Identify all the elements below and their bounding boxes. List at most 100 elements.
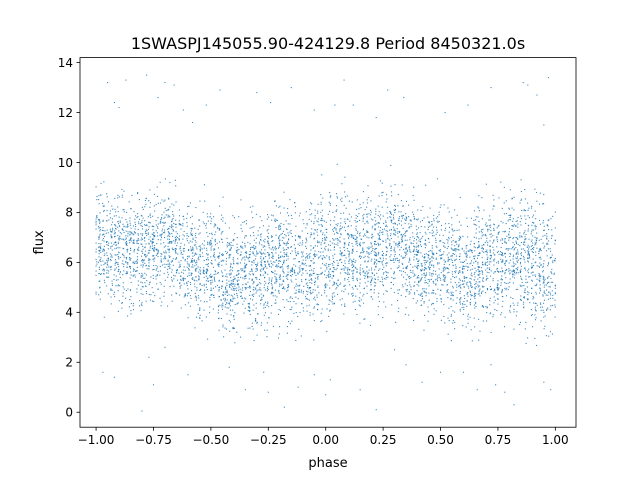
data-point — [213, 296, 215, 299]
data-point — [171, 203, 173, 205]
data-point — [156, 195, 158, 198]
data-point — [408, 314, 410, 316]
data-point — [377, 306, 379, 308]
data-point — [489, 250, 491, 252]
data-point — [293, 264, 295, 266]
data-point — [551, 333, 553, 335]
data-point — [313, 232, 315, 234]
data-point — [257, 262, 259, 264]
data-point — [381, 206, 383, 208]
data-point — [159, 265, 161, 268]
data-point — [423, 269, 425, 271]
data-point — [531, 224, 533, 226]
data-point — [290, 296, 292, 298]
data-point — [351, 261, 353, 263]
data-point — [410, 276, 412, 279]
data-point — [340, 212, 342, 214]
data-point — [309, 255, 311, 257]
data-point — [118, 239, 120, 241]
data-point — [436, 220, 438, 222]
data-point — [180, 242, 182, 244]
data-point — [132, 233, 134, 235]
data-point — [370, 276, 372, 278]
data-point — [275, 299, 277, 301]
data-point — [515, 288, 517, 291]
data-point — [300, 291, 302, 293]
data-point — [393, 259, 395, 261]
data-point — [102, 220, 104, 222]
data-point — [271, 219, 273, 221]
data-point — [99, 235, 101, 237]
data-point — [427, 216, 429, 218]
data-point — [165, 252, 167, 254]
data-point — [295, 339, 297, 341]
data-point — [393, 250, 395, 252]
data-point — [424, 239, 427, 242]
data-point — [268, 225, 270, 227]
data-point — [367, 256, 369, 258]
data-point — [549, 250, 552, 252]
data-point — [374, 223, 376, 225]
data-point — [240, 199, 242, 201]
data-point — [524, 261, 526, 263]
data-point — [232, 267, 234, 269]
data-point — [244, 265, 246, 268]
data-point — [385, 276, 387, 279]
data-point — [316, 303, 318, 305]
data-point — [132, 225, 134, 227]
data-point — [328, 265, 330, 267]
data-point — [255, 288, 257, 290]
data-point — [356, 232, 358, 234]
data-point — [356, 288, 358, 290]
data-point — [466, 293, 468, 295]
data-point — [196, 289, 198, 291]
data-point — [322, 263, 324, 265]
data-point — [351, 248, 353, 251]
data-point — [270, 280, 273, 282]
data-point — [291, 268, 294, 270]
data-point — [299, 270, 301, 272]
data-point — [424, 267, 426, 269]
data-point — [390, 229, 392, 231]
data-point — [494, 258, 496, 260]
data-point — [107, 276, 109, 278]
data-point — [420, 263, 422, 265]
data-point — [446, 254, 448, 256]
data-point — [504, 263, 506, 265]
data-point — [154, 244, 156, 247]
data-point — [478, 231, 480, 233]
data-point — [539, 192, 541, 194]
data-point — [236, 294, 238, 296]
data-point — [197, 275, 200, 277]
data-point — [359, 244, 361, 246]
data-point — [481, 235, 483, 237]
data-point — [372, 225, 374, 227]
data-point — [278, 257, 280, 259]
data-point — [140, 276, 142, 278]
data-point — [532, 214, 535, 216]
data-point — [441, 284, 443, 286]
data-point — [249, 307, 251, 309]
data-point — [95, 251, 97, 253]
data-point — [110, 231, 112, 233]
data-point — [454, 271, 456, 273]
data-point — [425, 259, 427, 261]
data-point — [434, 279, 437, 281]
data-point — [164, 216, 166, 218]
data-point — [366, 250, 368, 253]
data-point — [406, 217, 408, 219]
data-point — [427, 226, 430, 228]
data-point — [421, 265, 423, 267]
data-point — [542, 282, 544, 284]
data-point — [355, 238, 357, 240]
data-point — [289, 297, 291, 299]
data-point — [391, 213, 393, 215]
data-point — [477, 278, 479, 280]
data-point — [364, 272, 366, 274]
data-point — [148, 260, 150, 262]
data-point — [152, 269, 154, 271]
data-point — [305, 279, 307, 281]
data-point — [169, 216, 171, 218]
data-point — [280, 228, 282, 230]
data-point — [314, 250, 316, 252]
